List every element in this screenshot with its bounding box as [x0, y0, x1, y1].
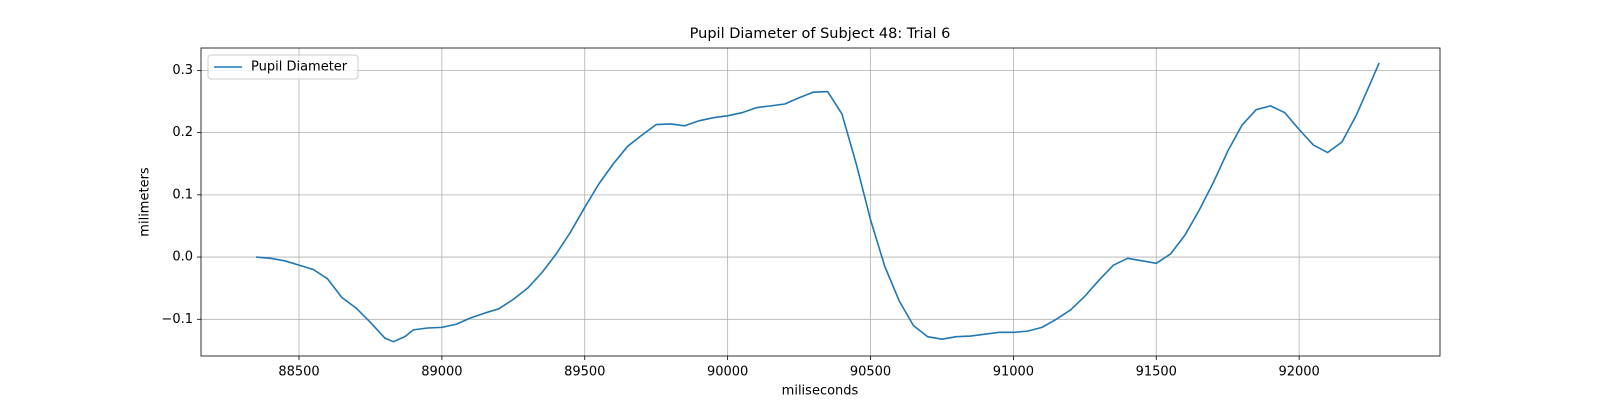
y-axis-label: milimeters — [138, 167, 153, 237]
x-tick-label: 88500 — [278, 365, 319, 380]
y-tick-label: 0.2 — [172, 125, 193, 140]
x-tick-label: 89500 — [564, 365, 605, 380]
x-tick-label: 92000 — [1278, 365, 1319, 380]
x-tick-label: 90000 — [707, 365, 748, 380]
x-tick-label: 91000 — [993, 365, 1034, 380]
plot-frame — [200, 47, 1441, 357]
x-tick-label: 91500 — [1136, 365, 1177, 380]
x-axis-label: miliseconds — [782, 384, 859, 399]
y-tick-label: 0.3 — [172, 63, 193, 78]
legend: Pupil Diameter — [207, 54, 359, 80]
x-tick-label: 89000 — [421, 365, 462, 380]
legend-frame — [207, 54, 359, 80]
chart-title: Pupil Diameter of Subject 48: Trial 6 — [690, 26, 951, 42]
legend-label: Pupil Diameter — [251, 60, 348, 75]
y-tick-label: 0.0 — [172, 250, 193, 265]
y-tick-label: 0.1 — [172, 187, 193, 202]
x-tick-label: 90500 — [850, 365, 891, 380]
data-line — [256, 62, 1380, 343]
y-tick-label: −0.1 — [161, 312, 193, 327]
